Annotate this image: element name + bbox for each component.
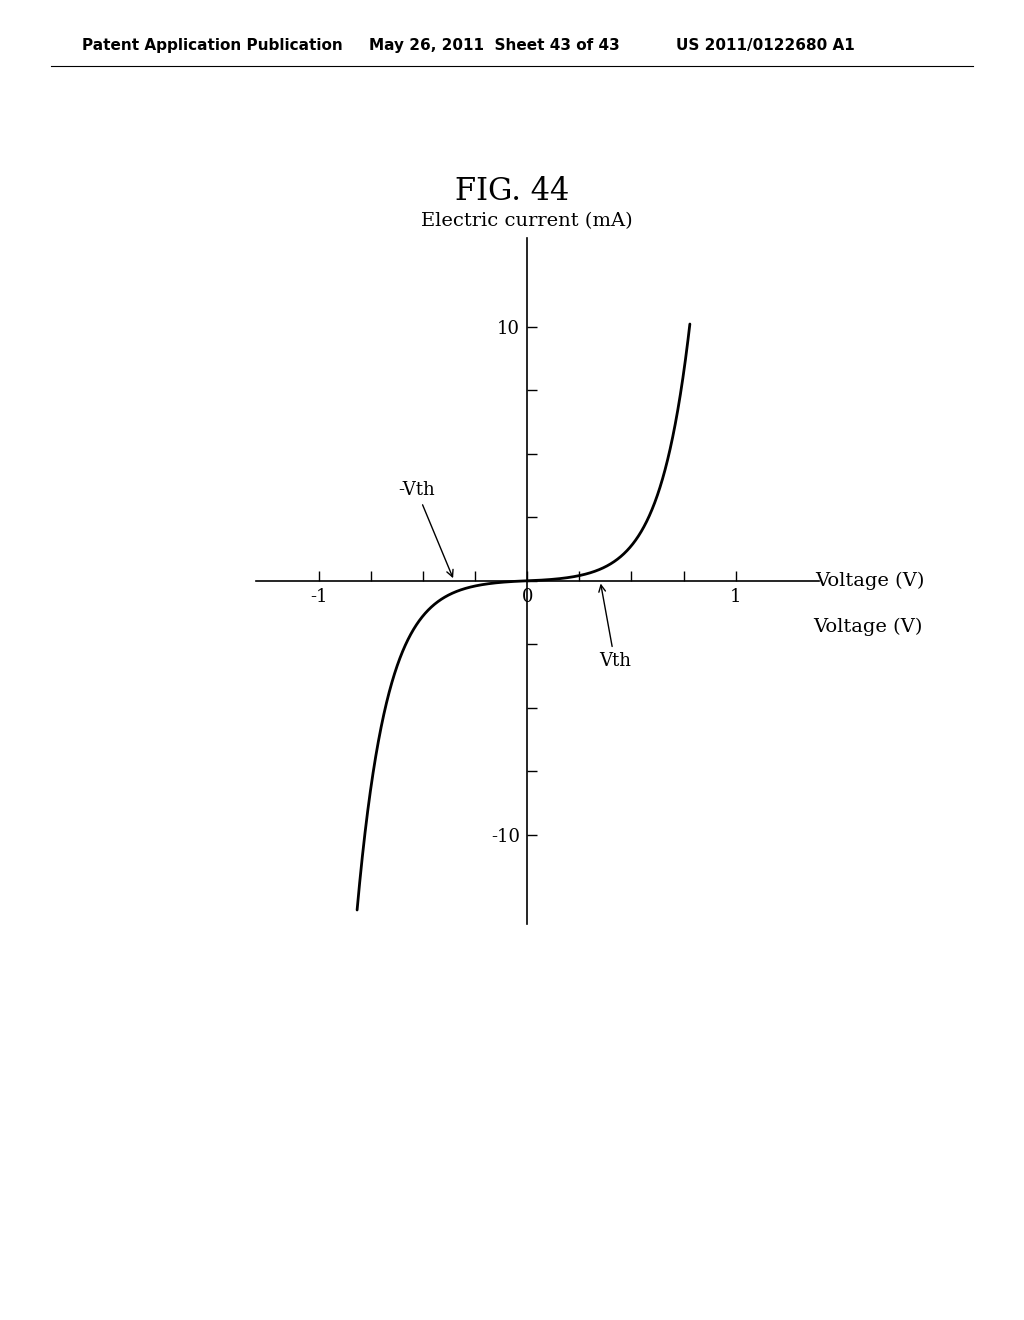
Text: Electric current (mA): Electric current (mA) bbox=[421, 213, 633, 230]
Text: FIG. 44: FIG. 44 bbox=[455, 176, 569, 207]
Text: May 26, 2011  Sheet 43 of 43: May 26, 2011 Sheet 43 of 43 bbox=[369, 38, 620, 53]
Text: Voltage (V): Voltage (V) bbox=[815, 572, 925, 590]
Text: -Vth: -Vth bbox=[398, 482, 453, 577]
Text: Voltage (V): Voltage (V) bbox=[813, 618, 923, 636]
Text: Vth: Vth bbox=[599, 585, 631, 671]
Text: US 2011/0122680 A1: US 2011/0122680 A1 bbox=[676, 38, 855, 53]
Text: Patent Application Publication: Patent Application Publication bbox=[82, 38, 343, 53]
